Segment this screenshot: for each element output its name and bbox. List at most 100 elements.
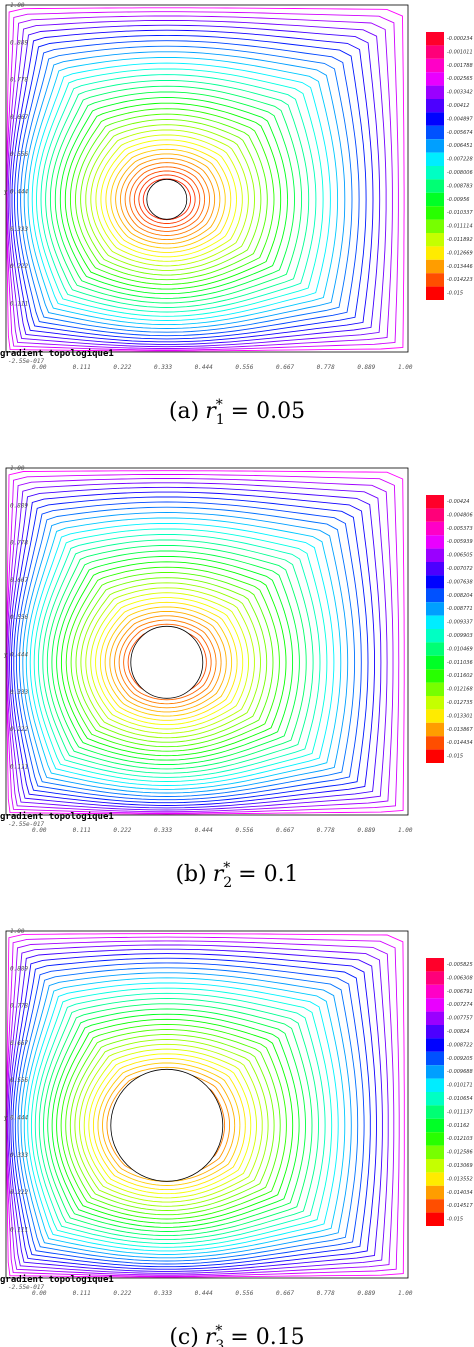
contour xyxy=(20,972,352,1259)
contour xyxy=(43,1003,313,1237)
contour xyxy=(124,162,210,236)
legend-swatch xyxy=(426,629,444,643)
legend-label: -0.006505 xyxy=(447,553,473,559)
legend-swatch xyxy=(426,495,444,509)
legend-label: -0.00412 xyxy=(447,103,469,109)
contour xyxy=(56,1018,294,1224)
legend-swatch xyxy=(426,139,444,153)
legend-label: -0.014034 xyxy=(447,1190,473,1196)
y-tick-label: 0.222 xyxy=(10,726,28,733)
panel: 1.00 0.889 0.778 0.667 0.556 0.444 0.333 0.222 0… xyxy=(0,2,473,428)
contour xyxy=(15,501,362,801)
plot-frame xyxy=(5,4,409,353)
contour xyxy=(105,144,232,253)
contour xyxy=(92,1057,246,1191)
y-tick-label: 0.333 xyxy=(10,689,28,696)
legend-swatch xyxy=(426,736,444,750)
contour xyxy=(102,1066,236,1182)
legend-swatch xyxy=(426,1159,444,1173)
panel: 1.00 0.889 0.778 0.667 0.556 0.444 0.333 0.222 0… xyxy=(0,928,473,1347)
legend-label: -0.006451 xyxy=(447,143,473,149)
legend-swatch xyxy=(426,535,444,549)
legend-swatch xyxy=(426,112,444,126)
contour xyxy=(8,948,383,1272)
legend-label: -0.011114 xyxy=(447,224,473,230)
legend-swatch xyxy=(426,273,444,287)
y-tick-label: 0.556 xyxy=(10,614,28,621)
x-tick-label: 0.778 xyxy=(317,364,335,371)
legend-label: -0.013301 xyxy=(447,713,473,719)
contour xyxy=(7,944,389,1274)
y-tick-label: 0.111 xyxy=(10,1226,28,1233)
legend-label: -0.00424 xyxy=(447,499,469,505)
legend-label: -0.014434 xyxy=(447,740,473,746)
legend-swatch xyxy=(426,655,444,670)
legend-label: -0.008771 xyxy=(447,606,473,612)
legend-label: -0.002565 xyxy=(447,76,473,82)
legend-label: -0.012586 xyxy=(447,1150,473,1156)
legend-label: -0.007072 xyxy=(447,566,473,572)
x-tick-label: 0.667 xyxy=(276,827,294,834)
legend-swatch xyxy=(426,72,444,86)
contour xyxy=(99,601,238,721)
caption-sup: * xyxy=(223,860,230,876)
panel: 1.00 0.889 0.778 0.667 0.556 0.444 0.333 0.222 0… xyxy=(0,465,473,891)
contour xyxy=(34,992,326,1244)
caption-sup: * xyxy=(215,1323,222,1339)
legend-swatch xyxy=(426,179,444,193)
legend-label: -0.008722 xyxy=(447,1042,473,1048)
legend-label: -0.013867 xyxy=(447,727,473,733)
contour xyxy=(13,496,369,804)
caption-var: r xyxy=(213,862,225,887)
legend-label: -0.007757 xyxy=(447,1016,473,1022)
legend-label: -0.004806 xyxy=(447,512,473,518)
origin-label: -2.55e-017 xyxy=(8,821,45,828)
legend-swatch xyxy=(426,602,444,616)
legend-label: -0.012669 xyxy=(447,250,473,256)
x-tick-label: 0.667 xyxy=(276,1290,294,1297)
legend-swatch xyxy=(426,984,444,999)
legend-swatch xyxy=(426,696,444,710)
legend-label: -0.011892 xyxy=(447,237,473,243)
contour xyxy=(56,555,294,761)
contour xyxy=(109,610,227,713)
contour xyxy=(47,1008,306,1232)
x-tick-label: 0.333 xyxy=(154,1290,172,1297)
legend-label: -0.004897 xyxy=(447,116,473,122)
contour xyxy=(36,68,324,317)
contour xyxy=(70,572,274,748)
contour xyxy=(17,967,359,1262)
x-tick-label: 0.00 xyxy=(32,364,47,371)
x-tick-label: 0.222 xyxy=(113,827,131,834)
legend-swatch xyxy=(426,206,444,220)
x-tick-label: 0.778 xyxy=(317,827,335,834)
contour xyxy=(97,1062,241,1186)
legend-label: -0.014223 xyxy=(447,277,473,283)
legend-label: -0.009205 xyxy=(447,1056,473,1062)
contour xyxy=(6,7,405,352)
contour xyxy=(46,544,307,770)
legend-swatch xyxy=(426,1212,444,1226)
contour xyxy=(37,533,321,778)
legend-swatch xyxy=(426,99,444,113)
legend-label: -0.009688 xyxy=(447,1069,473,1075)
contour xyxy=(90,592,249,730)
contour xyxy=(6,470,405,815)
legend-swatch xyxy=(426,722,444,737)
legend-label: -0.005674 xyxy=(447,130,473,136)
contour xyxy=(142,178,191,221)
x-tick-label: 0.667 xyxy=(276,364,294,371)
legend-label: -0.006308 xyxy=(447,975,473,981)
legend-swatch xyxy=(426,588,444,603)
legend-swatch xyxy=(426,233,444,247)
contour xyxy=(60,561,287,757)
contour xyxy=(85,124,255,271)
legend-label: -0.006791 xyxy=(447,989,473,995)
legend-label: -0.005373 xyxy=(447,526,473,532)
contour xyxy=(14,962,365,1265)
contour xyxy=(38,998,319,1241)
x-tick-label: 0.556 xyxy=(235,1290,253,1297)
plot-label: gradient topologique1 xyxy=(0,1274,114,1285)
x-tick-label: 0.222 xyxy=(113,364,131,371)
contour xyxy=(9,24,381,345)
